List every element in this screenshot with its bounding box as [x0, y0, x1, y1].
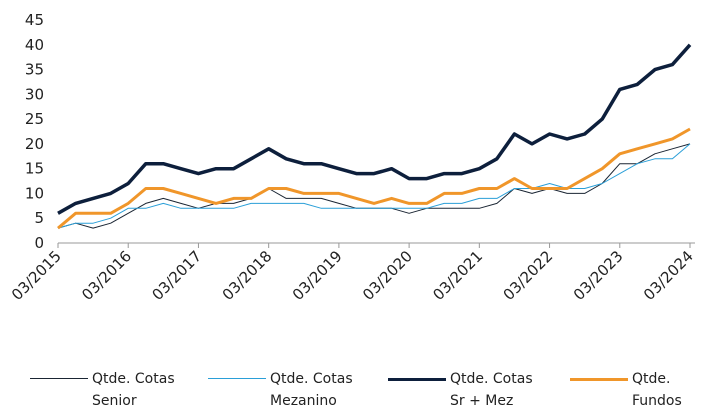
- legend-swatch: [30, 378, 88, 379]
- x-tick-label: 03/2015: [8, 247, 65, 304]
- series-line: [57, 143, 691, 229]
- y-tick-label: 45: [25, 11, 44, 29]
- y-tick-label: 30: [25, 85, 44, 103]
- x-tick-label: 03/2020: [359, 247, 416, 304]
- legend-label: Qtde. Fundos: [632, 371, 682, 409]
- x-tick-label: 03/2023: [570, 247, 627, 304]
- legend-item: Qtde. Cotas Sr + Mez: [388, 368, 550, 412]
- legend-swatch: [388, 378, 446, 381]
- y-tick-label: 0: [34, 234, 44, 252]
- legend-label: Qtde. Cotas Sr + Mez: [450, 371, 533, 409]
- legend-label: Qtde. Cotas Mezanino: [270, 371, 353, 409]
- legend-swatch: [570, 378, 628, 381]
- x-tick-label: 03/2024: [640, 247, 697, 304]
- y-tick-label: 15: [25, 160, 44, 178]
- y-tick-label: 25: [25, 110, 44, 128]
- x-tick-label: 03/2019: [289, 247, 346, 304]
- y-tick-label: 10: [25, 184, 44, 202]
- x-tick-label: 03/2018: [219, 247, 276, 304]
- y-tick-label: 40: [25, 36, 44, 54]
- legend-item: Qtde. Fundos: [570, 368, 692, 412]
- legend-item: Qtde. Cotas Senior: [30, 368, 192, 412]
- x-tick-label: 03/2016: [78, 247, 135, 304]
- y-tick-label: 20: [25, 135, 44, 153]
- y-tick-label: 35: [25, 61, 44, 79]
- legend-item: Qtde. Cotas Mezanino: [208, 368, 370, 412]
- legend-swatch: [208, 378, 266, 379]
- series-line: [57, 43, 692, 215]
- x-tick-label: 03/2021: [429, 247, 486, 304]
- x-tick-label: 03/2017: [148, 247, 205, 304]
- x-tick-label: 03/2022: [500, 247, 557, 304]
- y-tick-label: 5: [34, 209, 44, 227]
- legend-label: Qtde. Cotas Senior: [92, 371, 175, 409]
- series-line: [57, 127, 691, 230]
